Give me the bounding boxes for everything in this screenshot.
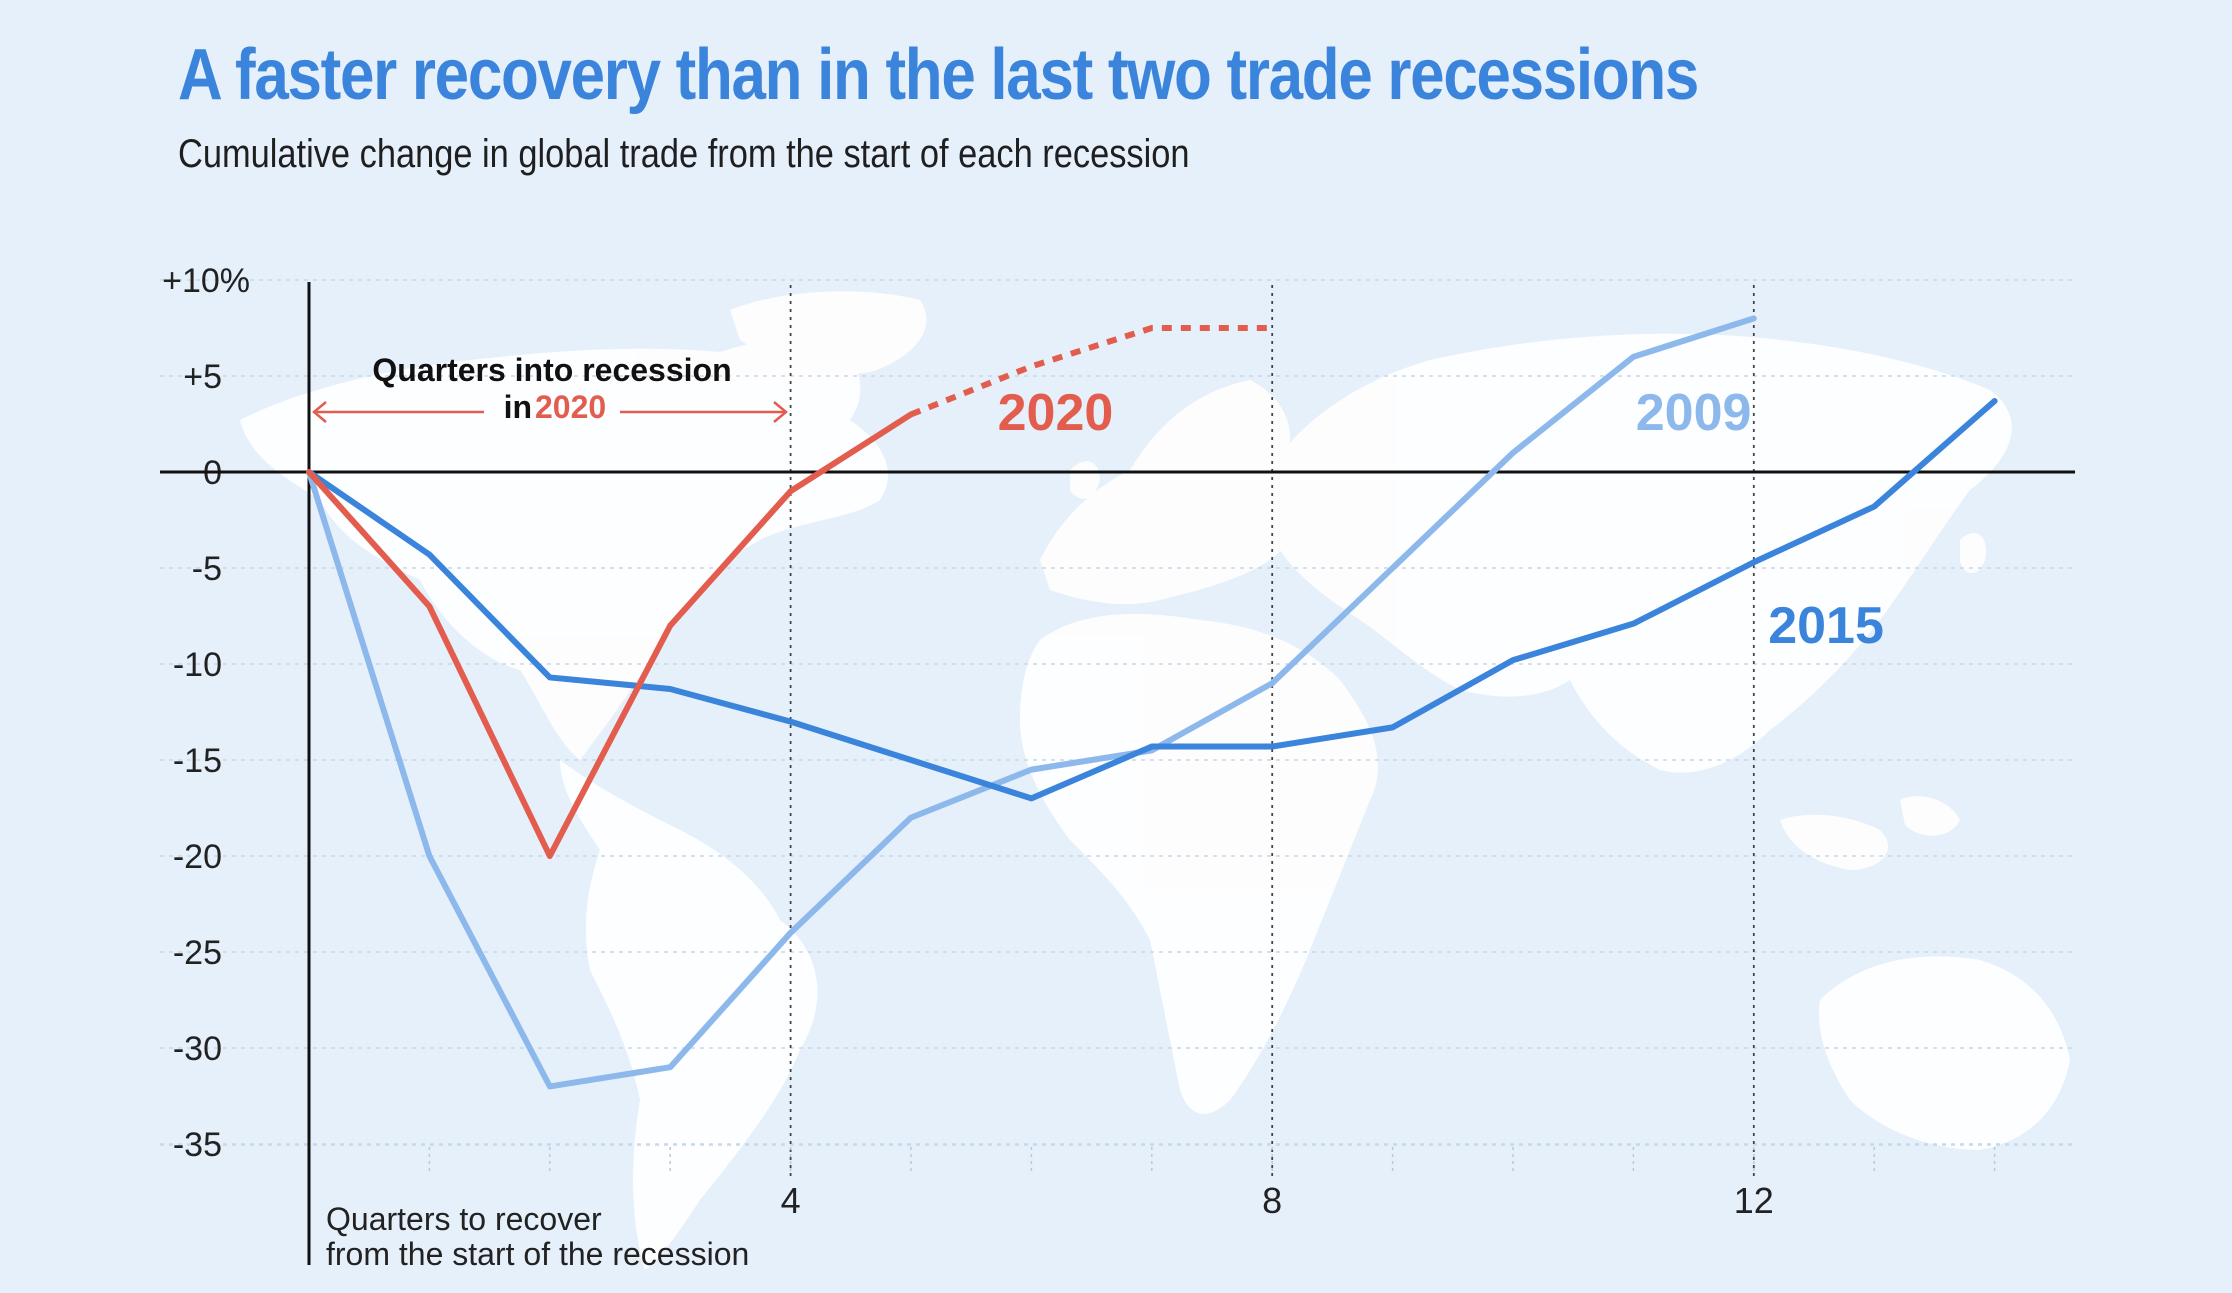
- x-axis-note-line1: Quarters to recover: [326, 1201, 602, 1237]
- y-tick-label: -10: [173, 646, 222, 684]
- y-tick-label: -20: [173, 838, 222, 876]
- y-tick-label: +10%: [162, 262, 250, 300]
- quarters-into-recession-annotation: Quarters into recession in 2020: [312, 352, 788, 425]
- x-axis-ticks: 4 8 12: [781, 1180, 1774, 1221]
- series-lines: [306, 315, 1998, 1090]
- y-tick-label: -35: [173, 1126, 222, 1164]
- y-tick-label: +5: [183, 358, 222, 396]
- series-label-2009: 2009: [1636, 384, 1752, 442]
- y-tick-label: -5: [192, 550, 222, 588]
- y-tick-label: -25: [173, 934, 222, 972]
- y-tick-label: -30: [173, 1030, 222, 1068]
- arrow-left-head: [312, 401, 327, 423]
- series-line-2020: [306, 411, 914, 859]
- arrow-right-head: [773, 401, 788, 423]
- quarters-into-year-label: 2020: [535, 389, 606, 425]
- chart-subtitle: Cumulative change in global trade from t…: [178, 132, 1190, 176]
- x-tick-label: 4: [781, 1180, 801, 1221]
- chart-title: A faster recovery than in the last two t…: [178, 35, 1699, 115]
- x-tick-label: 8: [1262, 1180, 1282, 1221]
- series-label-2020: 2020: [998, 384, 1114, 442]
- grid: [160, 279, 2075, 1180]
- series-label-2015: 2015: [1768, 597, 1884, 655]
- y-tick-label: -15: [173, 742, 222, 780]
- axes: [160, 282, 2075, 1265]
- quarters-into-label: Quarters into recession: [372, 352, 731, 388]
- series-labels: 2020 2009 2015: [998, 384, 1884, 655]
- quarters-into-in-label: in: [504, 389, 532, 425]
- series-line-2015: [306, 397, 1998, 802]
- x-tick-label: 12: [1734, 1180, 1774, 1221]
- x-axis-note-line2: from the start of the recession: [326, 1236, 749, 1272]
- y-axis-ticks: +10%+50-5-10-15-20-25-30-35: [162, 262, 250, 1164]
- series-line-2009: [306, 315, 1757, 1090]
- series-line-2020-projected: [909, 325, 1273, 418]
